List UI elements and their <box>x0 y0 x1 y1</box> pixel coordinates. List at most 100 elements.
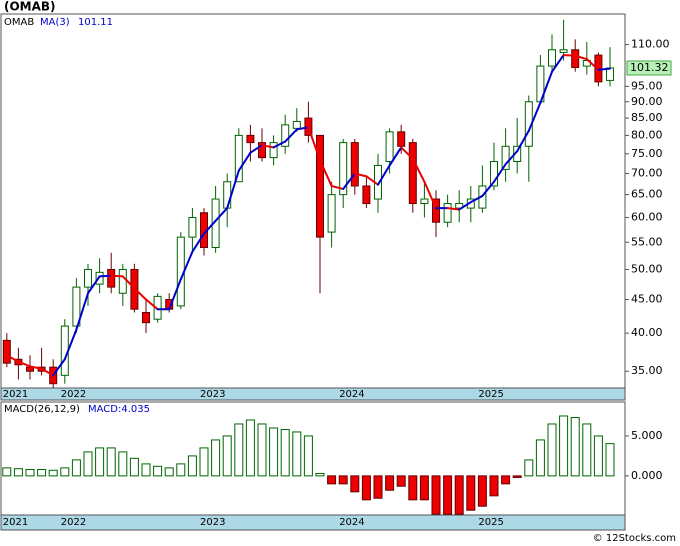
candle-body <box>142 311 150 324</box>
macd-bar <box>303 435 313 477</box>
y-tick-label: 95.00 <box>631 79 663 92</box>
ma-line <box>29 365 43 370</box>
ma-line <box>295 126 310 131</box>
candle-body <box>246 134 255 144</box>
x-tick-label: 2021 <box>3 389 28 400</box>
macd-bar <box>454 475 464 515</box>
y-tick-label: 5.000 <box>631 429 663 442</box>
ma-line <box>40 367 55 377</box>
candle-body <box>223 181 232 209</box>
y-tick-label: 55.00 <box>631 235 663 248</box>
macd-bar <box>48 469 58 477</box>
macd-bar <box>106 447 116 477</box>
ma-line <box>168 278 182 311</box>
x-tick-label: 2025 <box>478 389 503 400</box>
macd-bar <box>13 468 23 477</box>
macd-bar <box>547 423 557 477</box>
ma-line <box>574 54 588 61</box>
candle-body <box>153 295 162 320</box>
macd-bar <box>419 475 429 501</box>
macd-bar <box>559 415 569 477</box>
ma-line <box>353 172 368 178</box>
candle-body <box>490 161 498 187</box>
chart-title: (OMAB) <box>4 0 56 14</box>
ma-line <box>319 159 333 187</box>
x-tick-label: 2023 <box>200 389 225 400</box>
macd-bar <box>408 475 418 501</box>
ma-line <box>272 140 287 149</box>
ma-line <box>179 250 194 281</box>
macd-bar <box>524 459 534 477</box>
y-tick-label: 35.00 <box>631 364 663 377</box>
macd-panel <box>0 401 626 531</box>
macd-bar <box>141 463 151 477</box>
ma-line <box>342 172 356 190</box>
ma-line <box>307 126 321 162</box>
macd-bar <box>443 475 453 515</box>
candle-body <box>72 286 81 327</box>
x-tick-label: 2022 <box>61 389 86 400</box>
macd-bar <box>199 447 209 477</box>
ma-line <box>5 354 20 363</box>
x-tick-label: 2024 <box>339 389 364 400</box>
ma-line <box>145 298 159 311</box>
macd-bar <box>512 475 522 478</box>
macd-bar <box>129 457 139 477</box>
candle-body <box>397 131 406 147</box>
year-band <box>1 388 625 400</box>
macd-bar <box>489 475 499 497</box>
x-tick-label: 2025 <box>478 517 503 528</box>
ma-line <box>63 328 78 361</box>
ma-line <box>388 146 403 167</box>
y-tick-label: 90.00 <box>631 95 663 108</box>
macd-bar <box>535 439 545 477</box>
year-band <box>1 515 625 530</box>
legend-ma: MA(3) <box>40 17 70 28</box>
ma-line <box>458 201 472 211</box>
macd-bar <box>582 423 592 477</box>
macd-bar <box>37 468 47 477</box>
ma-line <box>330 184 345 190</box>
macd-bar <box>570 417 580 477</box>
candle-body <box>84 268 92 288</box>
macd-bar <box>245 419 255 477</box>
macd-bar <box>2 467 12 477</box>
macd-bar <box>211 439 221 477</box>
y-tick-label: 75.00 <box>631 147 663 160</box>
candle-body <box>327 194 336 233</box>
macd-bar <box>25 468 35 477</box>
candle-body <box>292 120 301 129</box>
ma-line <box>493 163 507 183</box>
candle-body <box>385 131 394 163</box>
candle-body <box>316 134 324 238</box>
y-tick-label: 70.00 <box>631 166 663 179</box>
macd-bar <box>269 427 279 477</box>
macd-bar <box>95 447 105 477</box>
y-tick-label: 80.00 <box>631 128 663 141</box>
x-tick-label: 2024 <box>339 517 364 528</box>
macd-bar <box>350 475 360 493</box>
ma-line <box>17 360 31 368</box>
ma-line <box>585 58 600 71</box>
macd-bar <box>83 451 93 477</box>
macd-bar <box>373 475 383 499</box>
ma-line <box>365 175 379 186</box>
ma-line <box>249 144 263 154</box>
candle-body <box>350 142 359 187</box>
ma-line <box>423 180 437 210</box>
macd-bar <box>338 475 348 485</box>
macd-bar <box>292 431 302 477</box>
macd-bar <box>118 451 128 477</box>
candle-body <box>107 268 116 288</box>
candle-body <box>408 142 417 205</box>
ma-line <box>446 207 461 211</box>
footer: © 12Stocks.com <box>593 533 676 544</box>
ma-line <box>551 54 565 73</box>
macd-bar <box>466 475 476 511</box>
candle-body <box>281 124 290 147</box>
y-tick-label: 0.000 <box>631 469 663 482</box>
price-panel <box>0 13 626 401</box>
candle-body <box>548 49 556 67</box>
macd-bar <box>396 475 406 487</box>
